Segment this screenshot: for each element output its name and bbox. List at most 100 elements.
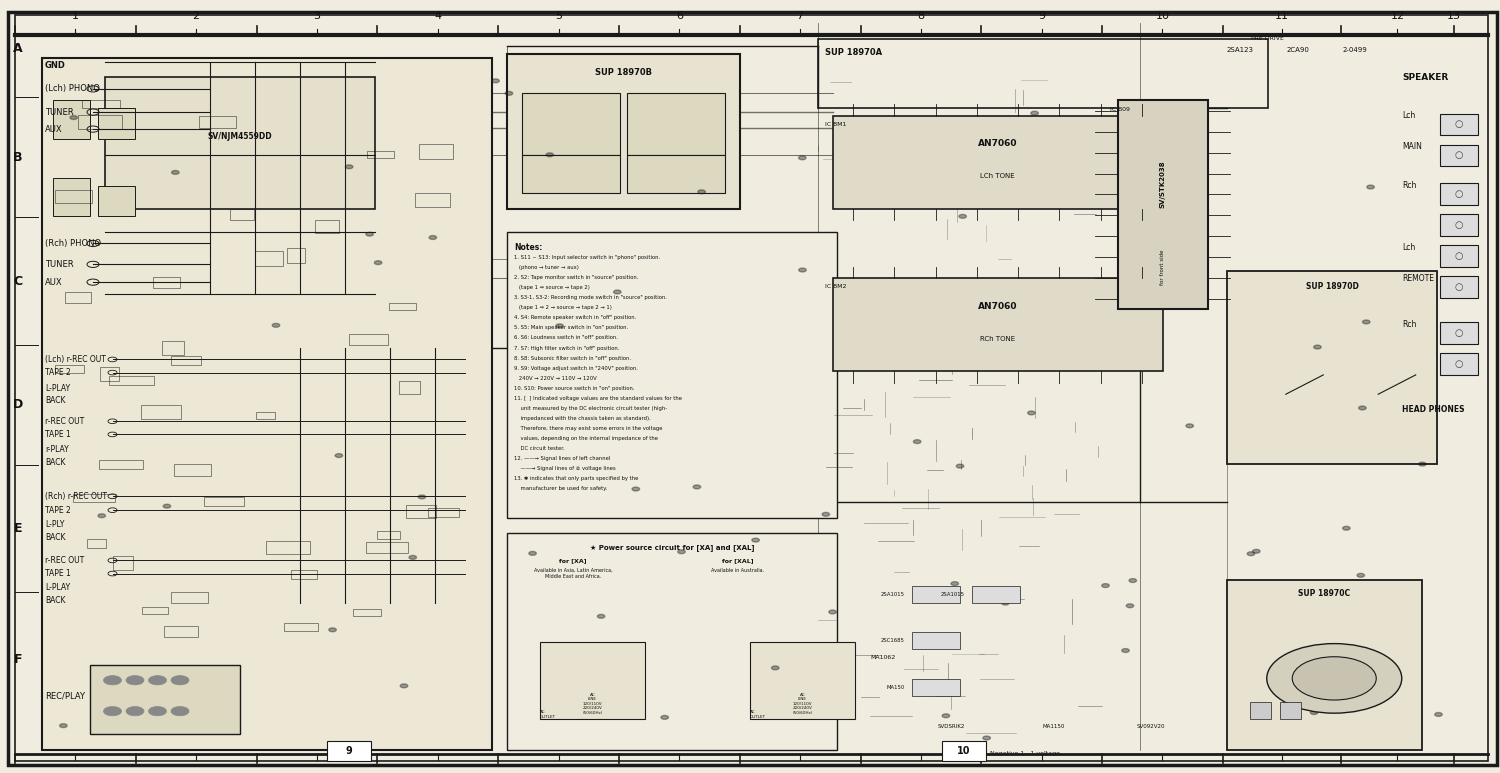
Bar (1440, 276, 1478, 298)
Circle shape (693, 485, 700, 489)
Circle shape (104, 707, 122, 716)
Circle shape (597, 615, 604, 618)
Bar (105, 77, 375, 209)
Text: 2SA1015: 2SA1015 (880, 592, 904, 597)
Circle shape (171, 676, 189, 685)
Circle shape (1028, 411, 1035, 415)
Text: 5. S5: Main speaker switch in "on" position.: 5. S5: Main speaker switch in "on" posit… (514, 325, 628, 330)
Circle shape (334, 454, 342, 458)
Circle shape (986, 594, 993, 598)
Text: RCh TONE: RCh TONE (980, 335, 1016, 342)
Text: BACK: BACK (45, 458, 66, 467)
Circle shape (958, 214, 966, 218)
Bar (141, 607, 168, 615)
Text: ○: ○ (1455, 120, 1462, 129)
Bar (507, 54, 740, 209)
Bar (231, 209, 254, 220)
Bar (912, 632, 960, 649)
Text: BACK: BACK (45, 596, 66, 605)
Text: TAPE 1: TAPE 1 (45, 569, 70, 578)
Text: AUX: AUX (45, 124, 63, 134)
Circle shape (410, 556, 417, 560)
Bar (56, 365, 84, 373)
Text: (Rch) r-REC OUT: (Rch) r-REC OUT (45, 492, 106, 501)
Bar (1440, 353, 1478, 375)
Text: SUP 18970A: SUP 18970A (825, 48, 882, 57)
Text: 2SA123: 2SA123 (1227, 47, 1254, 53)
Bar (266, 541, 310, 554)
Bar (315, 220, 339, 233)
Text: 13: 13 (1448, 11, 1461, 21)
Bar (53, 100, 90, 139)
Text: ○: ○ (1455, 151, 1462, 160)
Text: 6. S6: Loudness switch in "off" position.: 6. S6: Loudness switch in "off" position… (514, 335, 618, 340)
Circle shape (1252, 550, 1260, 553)
Bar (1440, 183, 1478, 205)
Text: 13. ✱ indicates that only parts specified by the: 13. ✱ indicates that only parts specifie… (514, 476, 639, 481)
Bar (87, 539, 106, 548)
Circle shape (1186, 424, 1194, 427)
Bar (833, 278, 1162, 371)
Text: ○: ○ (1455, 220, 1462, 230)
Text: Negative 1 - 1 voltage: Negative 1 - 1 voltage (990, 751, 1060, 756)
Bar (1440, 214, 1478, 236)
Circle shape (1130, 579, 1137, 583)
Bar (1440, 322, 1478, 344)
Text: LCh TONE: LCh TONE (980, 173, 1016, 179)
Text: 2SC1685: 2SC1685 (880, 638, 904, 643)
Text: L-PLAY: L-PLAY (45, 583, 70, 592)
Circle shape (126, 707, 144, 716)
Bar (100, 367, 118, 381)
Text: AUX: AUX (45, 278, 63, 287)
Text: REC/PLAY: REC/PLAY (45, 691, 86, 700)
Circle shape (492, 79, 500, 83)
Bar (64, 292, 92, 303)
Bar (627, 155, 724, 193)
Circle shape (957, 465, 964, 468)
Text: AN7060: AN7060 (978, 301, 1017, 311)
Circle shape (148, 707, 166, 716)
Bar (164, 625, 198, 636)
Text: r-REC OUT: r-REC OUT (45, 556, 84, 565)
Circle shape (375, 261, 382, 264)
Bar (522, 155, 620, 193)
Bar (912, 586, 960, 603)
Text: 1. S11 ~ S13: Input selector switch in "phono" position.: 1. S11 ~ S13: Input selector switch in "… (514, 255, 660, 260)
Text: SPEAKER: SPEAKER (1402, 73, 1449, 82)
Text: impedanced with the chassis taken as standard).: impedanced with the chassis taken as sta… (514, 416, 651, 421)
Bar (1440, 114, 1478, 135)
Text: 12: 12 (1390, 11, 1404, 21)
Text: TUNER: TUNER (45, 107, 74, 117)
Bar (291, 570, 316, 580)
Bar (174, 464, 211, 476)
Text: IC 8M1: IC 8M1 (825, 122, 846, 127)
Text: TUNER: TUNER (45, 260, 74, 269)
Bar (72, 493, 116, 502)
Bar (912, 679, 960, 696)
Text: AC
LINE
120/110V
220/240V
(50/60Hz): AC LINE 120/110V 220/240V (50/60Hz) (792, 693, 813, 715)
Circle shape (1002, 601, 1010, 605)
Text: 9: 9 (345, 746, 352, 755)
Circle shape (1342, 526, 1350, 530)
Circle shape (1366, 185, 1374, 189)
Text: F: F (13, 653, 22, 666)
Circle shape (546, 153, 554, 157)
Text: 2: 2 (192, 11, 200, 21)
Text: AC
OUTLET: AC OUTLET (540, 710, 556, 719)
Text: 3: 3 (314, 11, 321, 21)
Text: 9. S9: Voltage adjust switch in "240V" position.: 9. S9: Voltage adjust switch in "240V" p… (514, 366, 639, 370)
Text: r-PLAY: r-PLAY (45, 445, 69, 455)
Circle shape (272, 323, 279, 327)
Circle shape (1314, 345, 1322, 349)
Bar (171, 356, 201, 365)
Text: (phono → tuner → aux): (phono → tuner → aux) (514, 265, 579, 270)
Circle shape (678, 550, 686, 553)
Text: 10. S10: Power source switch in "on" position.: 10. S10: Power source switch in "on" pos… (514, 386, 634, 390)
Text: GND: GND (45, 61, 66, 70)
Text: unit measured by the DC electronic circuit tester (high-: unit measured by the DC electronic circu… (514, 406, 668, 410)
Circle shape (1358, 574, 1365, 577)
Circle shape (798, 156, 806, 160)
Circle shape (951, 581, 958, 585)
Circle shape (1372, 670, 1380, 674)
Text: 11: 11 (1275, 11, 1288, 21)
